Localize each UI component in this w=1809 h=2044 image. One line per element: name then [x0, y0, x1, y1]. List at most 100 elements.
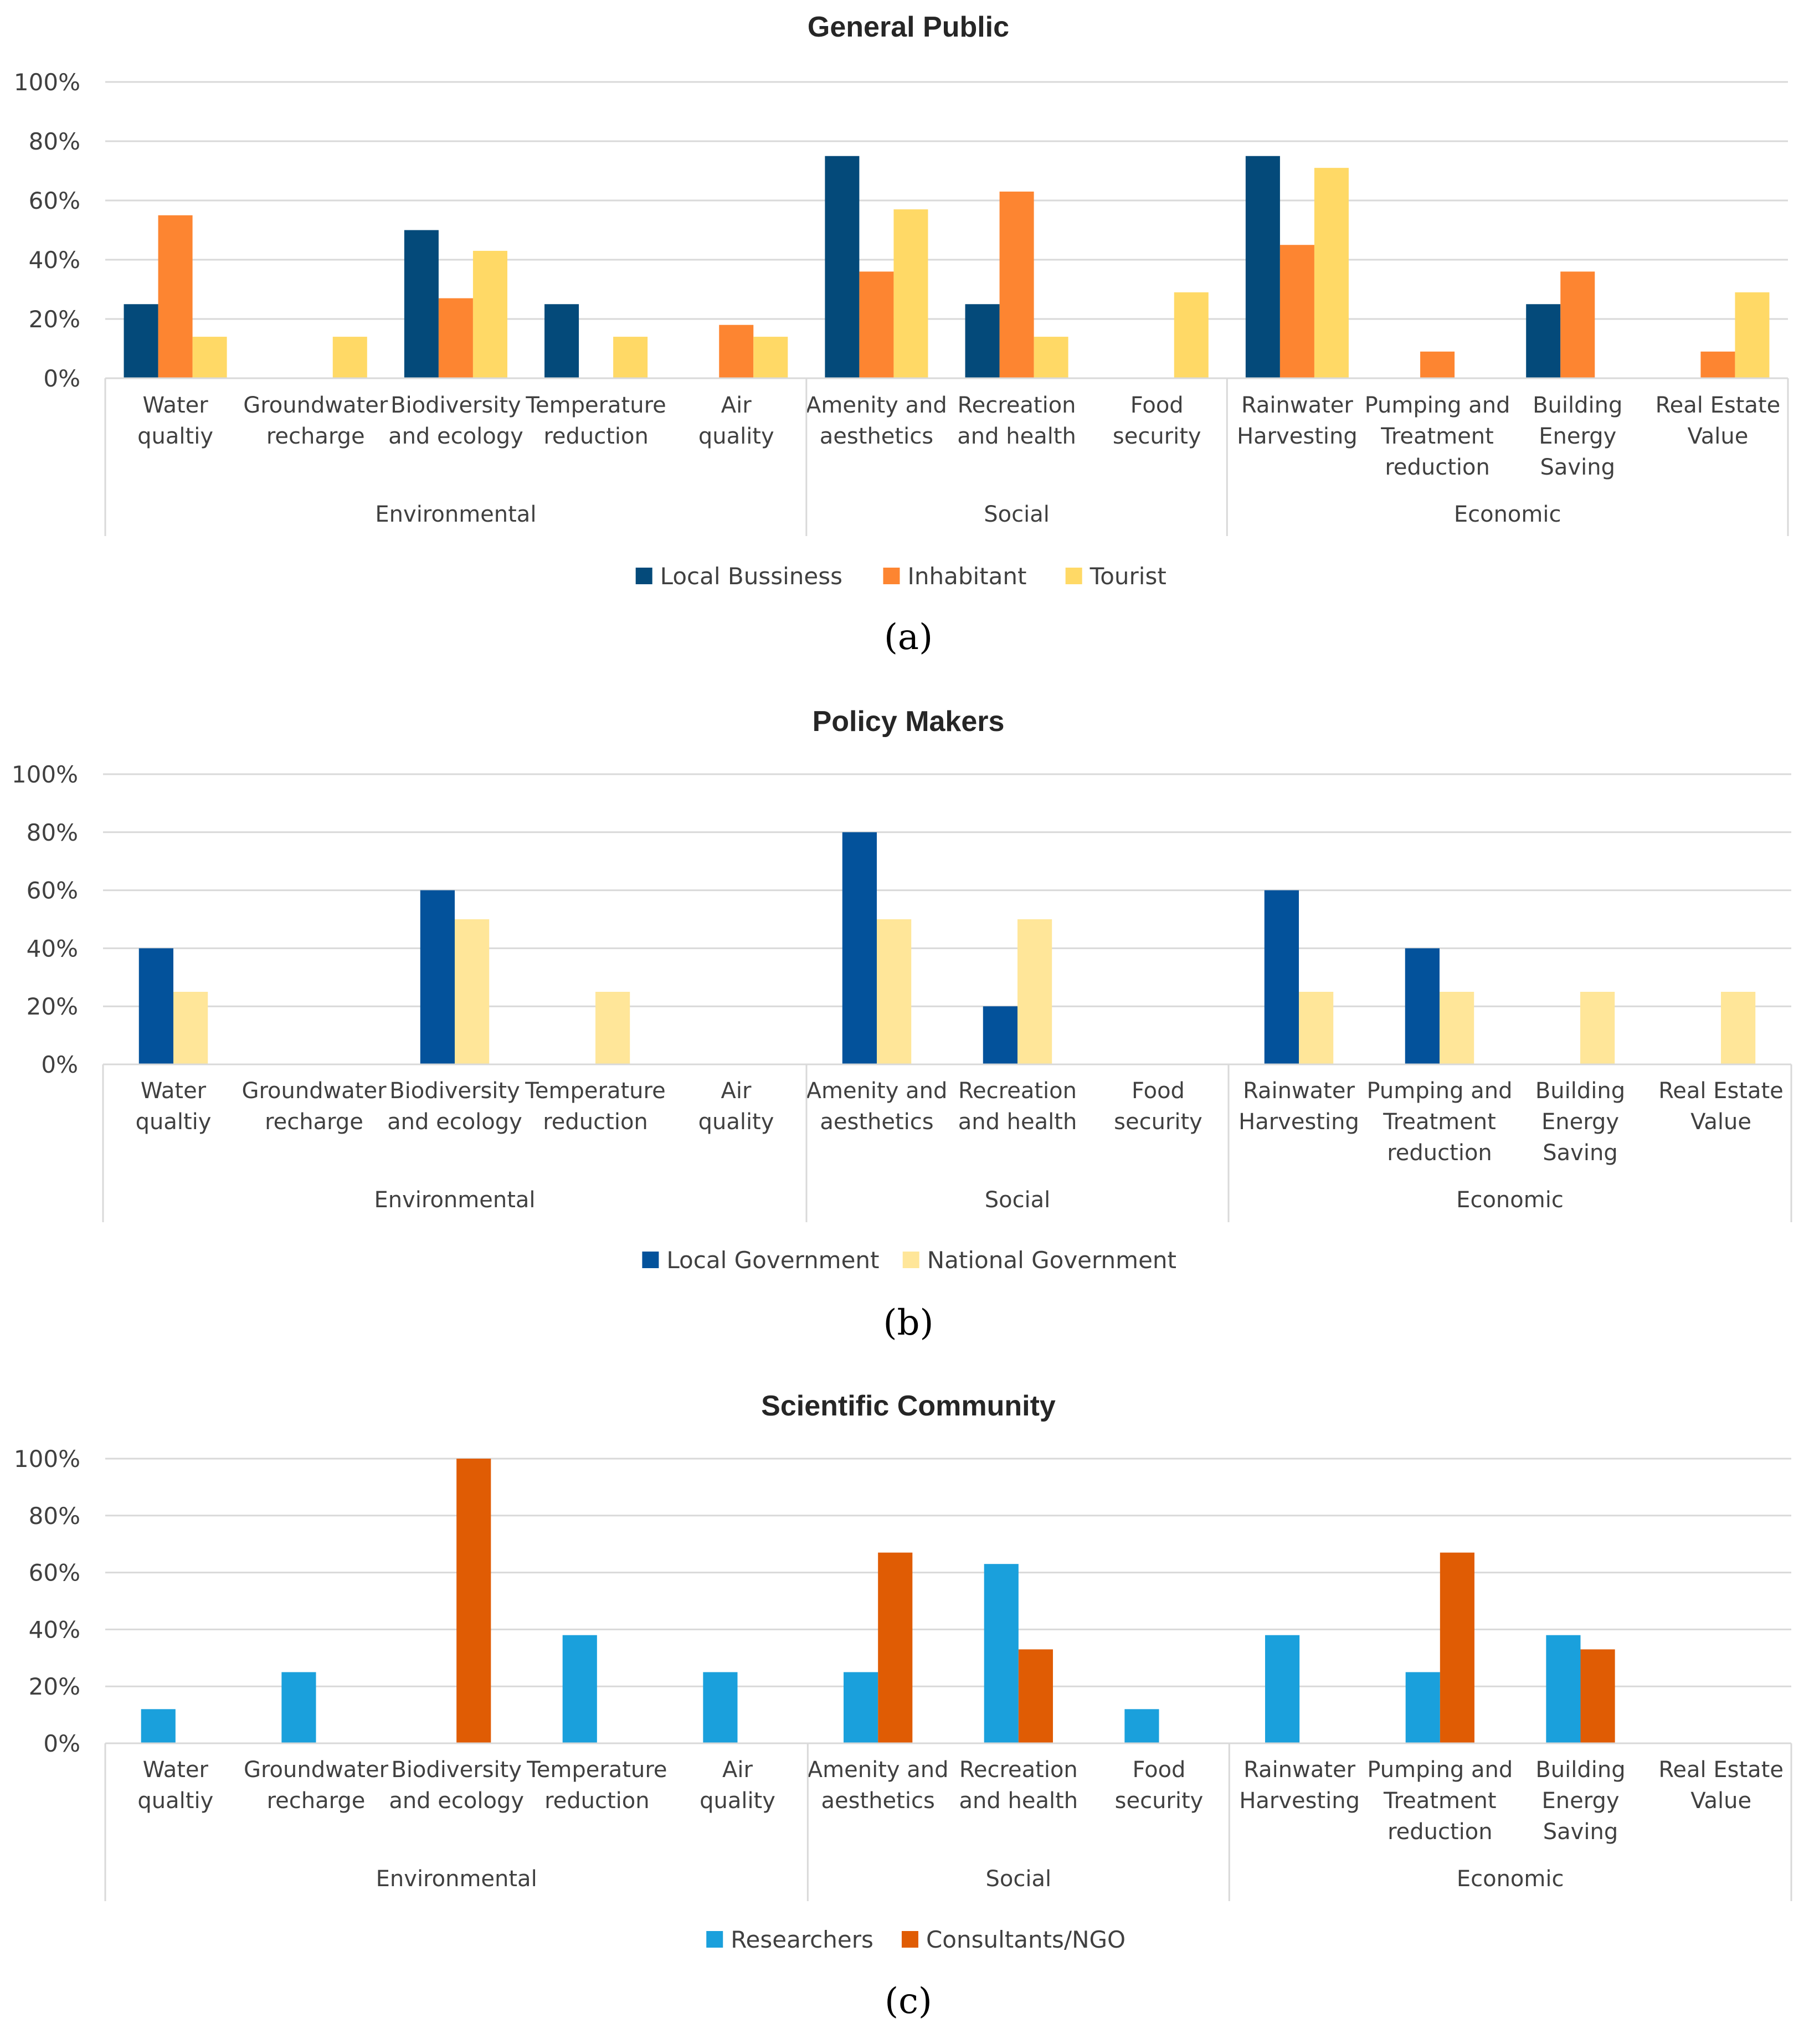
- y-tick-label: 60%: [29, 187, 80, 214]
- group-label: Environmental: [375, 502, 536, 527]
- legend-swatch: [902, 1252, 919, 1268]
- bar-2-11: [1580, 992, 1615, 1064]
- bar-1-8: [1124, 1709, 1159, 1743]
- y-tick-label: 20%: [29, 306, 80, 333]
- legend-entry: National Government: [927, 1247, 1176, 1274]
- x-tick-label: Temperature reduction: [525, 1078, 665, 1135]
- x-tick-label: Rainwater Harvesting: [1238, 1078, 1359, 1135]
- x-tick-label: Temperature reduction: [526, 1757, 667, 1814]
- bar-1-3: [404, 230, 439, 378]
- y-tick-label: 40%: [27, 935, 78, 962]
- y-tick-label: 100%: [14, 69, 80, 96]
- bar-3-2: [332, 337, 367, 378]
- bar-1-11: [1526, 304, 1561, 378]
- bar-3-9: [1314, 168, 1349, 378]
- x-tick-label: Temperature reduction: [525, 393, 666, 449]
- bar-2-4: [595, 992, 630, 1064]
- bar-1-6: [844, 1672, 878, 1743]
- bar-1-9: [1264, 890, 1299, 1064]
- bar-1-6: [842, 832, 877, 1064]
- bar-2-1: [158, 215, 193, 378]
- x-tick-label: Groundwater recharge: [241, 1078, 387, 1135]
- bar-2-6: [878, 1552, 913, 1743]
- bar-2-9: [1279, 245, 1314, 378]
- bar-2-11: [1580, 1649, 1615, 1743]
- legend-swatch: [883, 568, 900, 584]
- x-tick-label: Water qualtiy: [137, 393, 213, 449]
- y-tick-label: 0%: [41, 1051, 78, 1078]
- group-label: Environmental: [374, 1187, 535, 1213]
- bar-2-7: [999, 191, 1034, 378]
- chart-panel-3: Scientific Community 0% 20% 40% 60% 80% 100% Wa…: [14, 1390, 1792, 2022]
- y-tick-label: 40%: [29, 246, 80, 274]
- bar-1-10: [1405, 948, 1440, 1064]
- legend-swatch: [1065, 568, 1082, 584]
- bar-2-3: [455, 919, 490, 1064]
- y-tick-label: 80%: [29, 1502, 80, 1530]
- x-tick-label: Biodiversity and ecology: [388, 393, 523, 449]
- group-label: Social: [985, 1187, 1051, 1213]
- x-tick-label: Building Energy Saving: [1535, 1757, 1625, 1845]
- bar-2-7: [1018, 1649, 1053, 1743]
- x-tick-label: Real Estate Value: [1658, 1757, 1784, 1814]
- x-tick-label: Pumping and Treatment reduction: [1367, 1757, 1513, 1845]
- bar-1-5: [703, 1672, 738, 1743]
- legend-entry: Local Bussiness: [660, 563, 842, 590]
- x-tick-label: Food security: [1113, 393, 1201, 449]
- bar-3-6: [893, 209, 928, 378]
- y-tick-label: 100%: [14, 1445, 80, 1472]
- x-tick-label: Water qualtiy: [136, 1078, 212, 1135]
- chart-title: Policy Makers: [813, 706, 1005, 738]
- legend-entry: Consultants/NGO: [926, 1926, 1126, 1953]
- bar-3-4: [613, 337, 648, 378]
- y-tick-label: 0%: [43, 365, 80, 392]
- bar-1-4: [544, 304, 579, 378]
- legend-entry: Local Government: [666, 1247, 879, 1274]
- bar-1-6: [825, 156, 860, 378]
- legend-swatch: [901, 1931, 918, 1948]
- bar-2-3: [456, 1459, 491, 1743]
- x-tick-label: Amenity and aesthetics: [806, 1078, 948, 1135]
- x-tick-label: Recreation and health: [959, 1757, 1078, 1814]
- x-tick-label: Groundwater recharge: [243, 393, 388, 449]
- y-tick-label: 20%: [27, 993, 78, 1020]
- bar-1-3: [420, 890, 455, 1064]
- x-tick-label: Real Estate Value: [1656, 393, 1781, 449]
- bar-3-8: [1174, 292, 1209, 378]
- x-tick-label: Biodiversity and ecology: [389, 1757, 524, 1814]
- x-tick-label: Food security: [1115, 1757, 1204, 1814]
- x-tick-label: Recreation and health: [958, 1078, 1077, 1135]
- y-tick-label: 0%: [43, 1730, 80, 1757]
- group-label: Economic: [1454, 502, 1561, 527]
- bar-3-12: [1735, 292, 1770, 378]
- x-tick-label: Biodiversity and ecology: [387, 1078, 522, 1135]
- x-tick-label: Pumping and Treatment reduction: [1367, 1078, 1513, 1166]
- bar-2-7: [1017, 919, 1052, 1064]
- bar-2-1: [173, 992, 208, 1064]
- group-label: Economic: [1456, 1187, 1564, 1213]
- chart-panel-1: General Public 0% 20% 40% 60% 80% 100% Water qua…: [14, 11, 1789, 658]
- bar-3-5: [753, 337, 788, 378]
- x-tick-label: Rainwater Harvesting: [1237, 393, 1358, 449]
- bar-3-7: [1034, 337, 1068, 378]
- panel-label: (a): [884, 617, 933, 658]
- legend: Local Bussiness Inhabitant Tourist: [635, 563, 1166, 590]
- group-label: Social: [984, 502, 1050, 527]
- bar-2-3: [438, 298, 473, 378]
- legend-entry: Researchers: [731, 1926, 873, 1953]
- y-tick-label: 80%: [27, 819, 78, 846]
- y-tick-label: 60%: [27, 877, 78, 904]
- group-label: Social: [986, 1866, 1052, 1892]
- x-tick-label: Air quality: [700, 1757, 775, 1814]
- legend: Local Government National Government: [642, 1247, 1176, 1274]
- x-tick-label: Rainwater Harvesting: [1239, 1757, 1360, 1814]
- x-tick-label: Recreation and health: [957, 393, 1076, 449]
- bar-2-5: [719, 325, 754, 378]
- bar-2-12: [1700, 351, 1735, 378]
- bar-2-12: [1721, 992, 1756, 1064]
- bar-1-7: [983, 1006, 1017, 1064]
- y-tick-label: 40%: [29, 1616, 80, 1643]
- bar-1-10: [1405, 1672, 1440, 1743]
- x-tick-label: Air quality: [698, 1078, 774, 1135]
- bar-1-9: [1265, 1635, 1300, 1743]
